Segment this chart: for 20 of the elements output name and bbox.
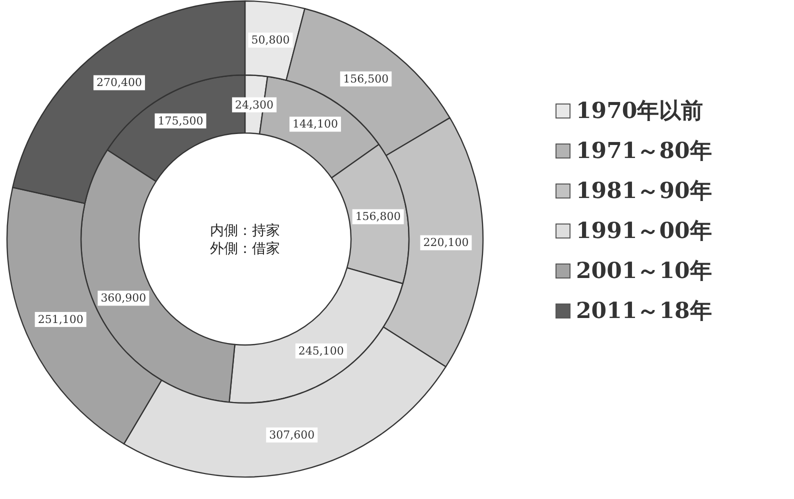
- text: 内側：持家: [210, 223, 280, 239]
- data-label: 307,600: [269, 428, 315, 442]
- legend-label: 2001～10年: [576, 258, 712, 284]
- data-label: 144,100: [292, 118, 338, 131]
- data-label: 251,100: [38, 312, 84, 326]
- text: 外側：借家: [210, 241, 280, 257]
- data-label: 220,100: [423, 236, 469, 250]
- data-label: 245,100: [298, 344, 344, 358]
- data-label: 50,800: [251, 34, 290, 47]
- legend-label: 1970年以前: [576, 98, 704, 124]
- data-label: 270,400: [96, 76, 142, 90]
- data-label: 156,500: [343, 72, 389, 86]
- data-label: 156,800: [355, 210, 401, 224]
- legend-label: 1991～00年: [576, 218, 712, 244]
- legend-label: 1971～80年: [576, 138, 712, 164]
- data-label: 360,900: [100, 292, 146, 305]
- legend-label: 1981～90年: [576, 178, 712, 204]
- data-label: 175,500: [158, 114, 204, 128]
- data-label: 24,300: [235, 98, 274, 112]
- legend-label: 2011～18年: [576, 298, 712, 324]
